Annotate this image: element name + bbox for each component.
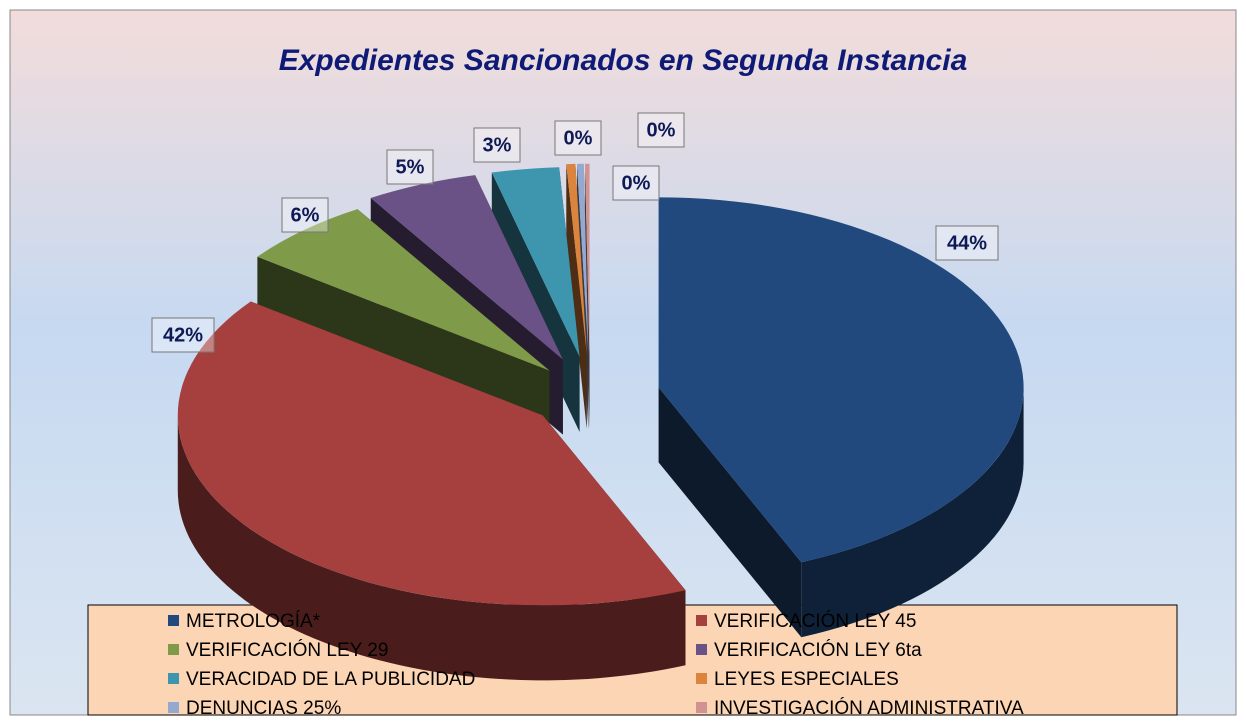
- legend-swatch: [696, 615, 707, 626]
- slice-side: [566, 164, 587, 429]
- legend-label: DENUNCIAS 25%: [186, 698, 341, 719]
- legend-swatch: [168, 702, 179, 713]
- data-label-box: [151, 317, 215, 353]
- legend-label: INVESTIGACIÓN ADMINISTRATIVA: [714, 697, 1024, 719]
- legend-swatch: [696, 673, 707, 684]
- data-label: 6%: [291, 204, 320, 226]
- legend-swatch: [696, 702, 707, 713]
- legend-swatch: [168, 615, 179, 626]
- data-label-box: [612, 165, 660, 201]
- data-label-box: [281, 197, 329, 233]
- slice: [177, 301, 686, 606]
- data-label-box: [935, 225, 999, 261]
- slice: [257, 209, 550, 371]
- legend-label: LEYES ESPECIALES: [714, 669, 899, 690]
- legend-swatch: [168, 644, 179, 655]
- data-label-box: [554, 120, 602, 156]
- legend-label: VERIFICACIÓN LEY 29: [186, 639, 388, 661]
- slice: [370, 175, 563, 360]
- legend-label: METROLOGÍA*: [186, 611, 321, 632]
- slice-side: [658, 387, 802, 638]
- legend-label: VERIFICACIÓN LEY 6ta: [714, 639, 922, 661]
- legend-label: VERIFICACIÓN LEY 45: [714, 610, 916, 632]
- slice-side: [584, 163, 590, 429]
- data-label: 0%: [564, 127, 593, 149]
- slice-wall: [801, 387, 1024, 638]
- data-label-box: [637, 112, 685, 148]
- slice: [658, 197, 1024, 563]
- chart-title: Expedientes Sancionados en Segunda Insta…: [279, 44, 968, 77]
- data-label: 3%: [483, 134, 512, 156]
- data-label: 0%: [622, 172, 651, 194]
- data-label: 44%: [947, 232, 987, 254]
- slice-wall: [177, 415, 686, 681]
- slice: [584, 163, 590, 354]
- slice: [566, 163, 587, 354]
- legend-swatch: [696, 644, 707, 655]
- data-label: 5%: [396, 156, 425, 178]
- slice: [491, 167, 580, 357]
- data-label: 0%: [647, 119, 676, 141]
- pie: [177, 163, 1024, 681]
- legend-label: VERACIDAD DE LA PUBLICIDAD: [186, 669, 475, 690]
- slice: [577, 163, 589, 354]
- data-label: 42%: [163, 324, 203, 346]
- data-label-box: [386, 149, 434, 185]
- data-label-box: [473, 127, 521, 163]
- legend-swatch: [168, 673, 179, 684]
